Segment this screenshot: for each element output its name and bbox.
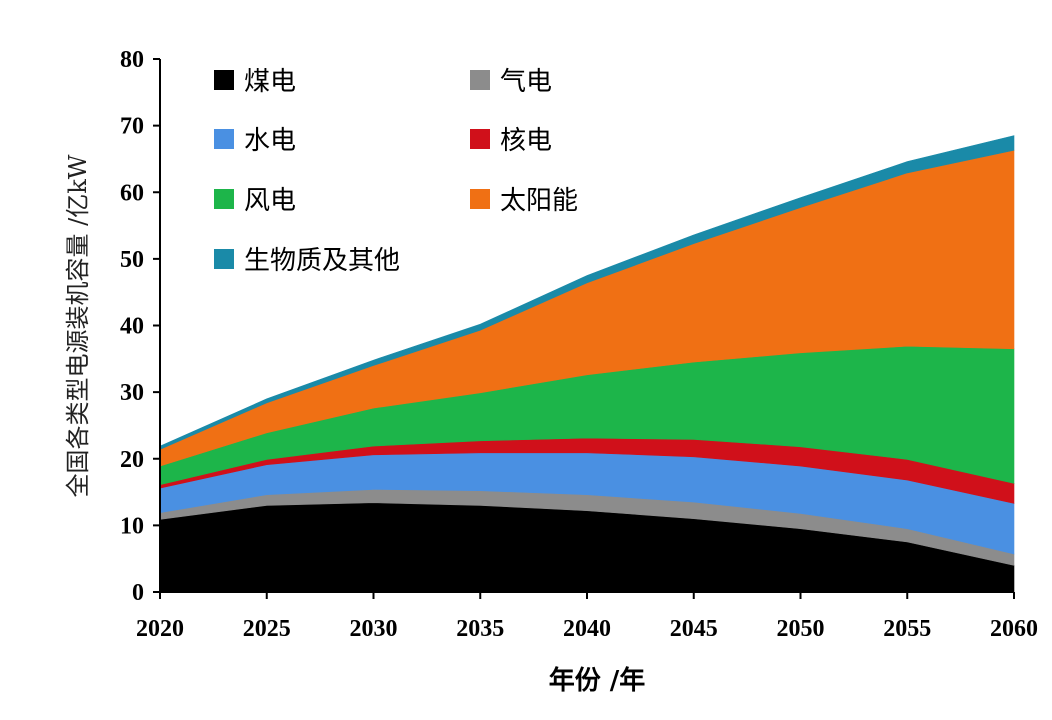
legend-label-0: 煤电 (244, 67, 296, 97)
x-tick-label: 2030 (350, 616, 398, 642)
legend-label-2: 水电 (244, 126, 296, 156)
legend-swatch-6 (214, 249, 234, 269)
legend-label-5: 太阳能 (500, 186, 578, 216)
x-tick-label: 2060 (990, 616, 1038, 642)
y-tick-label: 20 (120, 447, 144, 473)
x-tick-label: 2045 (670, 616, 718, 642)
x-axis-title: 年份 /年 (549, 665, 646, 696)
x-tick-label: 2050 (777, 616, 825, 642)
legend-swatch-2 (214, 129, 234, 149)
x-tick-label: 2040 (563, 616, 611, 642)
legend-swatch-3 (470, 129, 490, 149)
x-tick-label: 2020 (136, 616, 184, 642)
x-tick-label: 2025 (243, 616, 291, 642)
axes (153, 58, 1015, 599)
legend-label-6: 生物质及其他 (244, 246, 400, 276)
legend-swatch-0 (214, 70, 234, 90)
y-tick-label: 10 (120, 513, 144, 539)
area-series-group (159, 135, 1015, 593)
y-tick-label: 0 (132, 580, 144, 606)
y-axis-title: 全国各类型电源装机容量 /亿kW (64, 154, 92, 497)
y-tick-label: 70 (120, 114, 144, 140)
legend-label-3: 核电 (500, 126, 552, 156)
legend-swatch-4 (214, 189, 234, 209)
y-tick-label: 40 (120, 314, 144, 340)
x-tick-label: 2055 (883, 616, 931, 642)
legend-label-1: 气电 (500, 67, 552, 97)
y-tick-label: 50 (120, 247, 144, 273)
area-series-6 (159, 135, 1015, 450)
legend-swatch-1 (470, 70, 490, 90)
y-tick-label: 80 (120, 47, 144, 73)
y-tick-label: 60 (120, 180, 144, 206)
y-tick-label: 30 (120, 380, 144, 406)
legend-label-4: 风电 (244, 186, 296, 216)
x-tick-label: 2035 (456, 616, 504, 642)
legend-swatch-5 (470, 189, 490, 209)
